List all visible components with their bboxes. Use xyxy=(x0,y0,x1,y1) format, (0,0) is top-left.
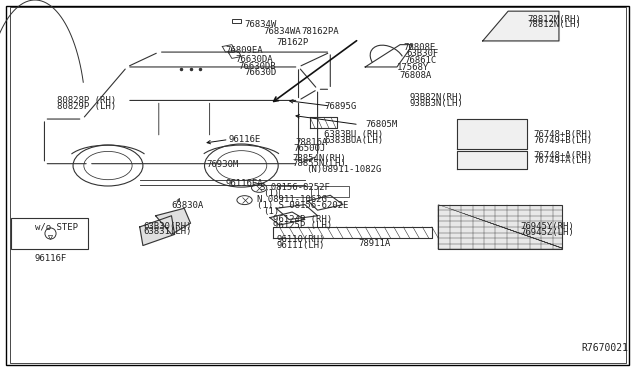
Polygon shape xyxy=(156,208,191,234)
Text: 78812N(LH): 78812N(LH) xyxy=(527,20,581,29)
Text: 78812M(RH): 78812M(RH) xyxy=(527,15,581,24)
Text: 76748+A(RH): 76748+A(RH) xyxy=(534,151,593,160)
Text: 78162PA: 78162PA xyxy=(301,27,339,36)
Text: 78855N(LH): 78855N(LH) xyxy=(292,159,346,168)
Text: 76834W: 76834W xyxy=(244,20,276,29)
Text: 6383BUA(LH): 6383BUA(LH) xyxy=(324,136,383,145)
Text: (N)08911-1082G: (N)08911-1082G xyxy=(306,165,381,174)
Text: 80828P (RH): 80828P (RH) xyxy=(57,96,116,105)
Text: 76630DA: 76630DA xyxy=(235,55,273,64)
Text: 96110(RH): 96110(RH) xyxy=(276,235,324,244)
Text: 76500J: 76500J xyxy=(294,144,326,153)
Polygon shape xyxy=(458,151,527,169)
Bar xyxy=(12,218,88,249)
Text: S 08156-8252F: S 08156-8252F xyxy=(260,183,330,192)
Text: 76945Z(LH): 76945Z(LH) xyxy=(521,228,575,237)
Text: 63830A: 63830A xyxy=(172,201,204,210)
Polygon shape xyxy=(140,216,175,246)
Text: 17568Y: 17568Y xyxy=(397,63,429,72)
Bar xyxy=(438,205,562,249)
Text: 76930M: 76930M xyxy=(207,160,239,169)
Text: 76630D: 76630D xyxy=(244,68,276,77)
Text: 76749+A(LH): 76749+A(LH) xyxy=(534,156,593,165)
Text: 63831(LH): 63831(LH) xyxy=(143,227,191,236)
Text: R7670021: R7670021 xyxy=(581,343,628,353)
Text: 96116EA: 96116EA xyxy=(225,179,263,187)
Text: 78854N(RH): 78854N(RH) xyxy=(292,154,346,163)
Text: 76895G: 76895G xyxy=(324,102,356,110)
Text: 76748+B(RH): 76748+B(RH) xyxy=(534,130,593,139)
Text: 78911A: 78911A xyxy=(359,239,391,248)
Text: 96124P (RH): 96124P (RH) xyxy=(273,215,332,224)
Text: 96111(LH): 96111(LH) xyxy=(276,241,324,250)
Text: 76834WA: 76834WA xyxy=(264,27,301,36)
Text: 938B3N(LH): 938B3N(LH) xyxy=(410,99,463,108)
Text: 76630DB: 76630DB xyxy=(238,62,276,71)
Text: 76808A: 76808A xyxy=(399,71,431,80)
Text: 96125P (LH): 96125P (LH) xyxy=(273,221,332,230)
Text: 78816A: 78816A xyxy=(295,138,328,147)
Text: 76749+B(LH): 76749+B(LH) xyxy=(534,136,593,145)
Text: 76805M: 76805M xyxy=(365,120,397,129)
Text: (1) S 08156-6202E: (1) S 08156-6202E xyxy=(257,201,349,210)
Text: 76809EA: 76809EA xyxy=(225,46,263,55)
Text: w/o STEP: w/o STEP xyxy=(35,222,78,231)
Text: 63B30(RH): 63B30(RH) xyxy=(143,222,191,231)
Text: 6383BU (RH): 6383BU (RH) xyxy=(324,130,383,139)
Text: 7B162P: 7B162P xyxy=(276,38,308,47)
Text: 76945Y(RH): 76945Y(RH) xyxy=(521,222,575,231)
Text: N 08911-1062G: N 08911-1062G xyxy=(257,195,327,204)
Text: 76861C: 76861C xyxy=(404,56,436,65)
Text: 96116E: 96116E xyxy=(228,135,261,144)
Text: (1): (1) xyxy=(264,189,280,198)
Text: 76808E: 76808E xyxy=(403,43,436,52)
Text: 96116F: 96116F xyxy=(35,254,67,263)
Text: 80829P (LH): 80829P (LH) xyxy=(57,102,116,110)
Bar xyxy=(232,19,241,23)
Text: 63B30F: 63B30F xyxy=(406,49,439,58)
Text: (1): (1) xyxy=(264,207,280,216)
Polygon shape xyxy=(458,119,527,149)
Polygon shape xyxy=(483,11,559,41)
Text: 93B82N(RH): 93B82N(RH) xyxy=(410,93,463,102)
